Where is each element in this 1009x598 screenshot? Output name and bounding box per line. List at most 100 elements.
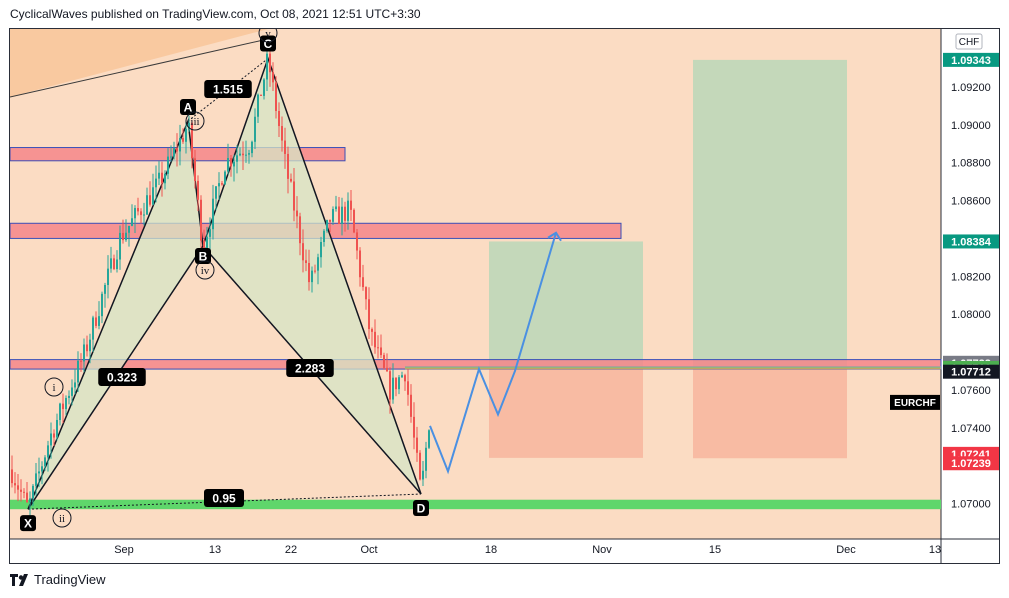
x-tick-label: Dec <box>836 544 856 556</box>
candle-body <box>254 116 256 142</box>
candle-body <box>287 153 289 179</box>
candle-body <box>167 156 169 174</box>
x-tick-label: 13 <box>929 544 941 556</box>
publish-info: CyclicalWaves published on TradingView.c… <box>10 7 421 21</box>
candle-body <box>131 218 133 226</box>
tradingview-branding[interactable]: TradingView <box>10 572 106 587</box>
candle-body <box>281 126 283 141</box>
pattern-point-D-label: D <box>417 502 426 516</box>
candle-body <box>17 485 19 490</box>
pattern-point-X-label: X <box>24 517 32 531</box>
y-tick-label: 1.08800 <box>951 158 991 170</box>
candle-body <box>101 293 103 317</box>
support-zone <box>10 499 941 510</box>
candle-body <box>140 211 142 215</box>
candle-body <box>53 433 55 438</box>
candle-body <box>404 375 406 382</box>
wave-label-circle <box>44 377 64 397</box>
candle-body <box>284 140 286 154</box>
candle-body <box>14 483 16 486</box>
candle-body <box>413 416 415 438</box>
candle-body <box>389 371 391 400</box>
candle-body <box>32 485 34 499</box>
candle-body <box>95 317 97 326</box>
candle-body <box>335 206 337 210</box>
ratio-label: 2.283 <box>295 362 325 376</box>
pattern-ac-line <box>187 58 269 122</box>
candle-body <box>338 206 340 224</box>
pattern-point-B-badge <box>195 247 211 264</box>
candle-body <box>233 161 235 167</box>
candle-body <box>143 214 145 216</box>
y-tick-label: 1.09000 <box>951 120 991 132</box>
price-label: 1.09343 <box>951 55 991 67</box>
candle-body <box>92 317 94 340</box>
candle-body <box>392 377 394 400</box>
wave-label: v <box>265 29 271 40</box>
price-label-badge <box>943 456 999 471</box>
pattern-point-X-badge <box>20 515 36 532</box>
long-position-2-target-zone <box>693 59 847 368</box>
candle-body <box>314 270 316 272</box>
x-tick-label: Oct <box>360 544 377 556</box>
price-chart[interactable]: XABCD0.3231.5152.2830.95iiiiiiivv1.09200… <box>10 29 999 563</box>
pattern-point-D-badge <box>413 500 429 517</box>
candle-body <box>212 198 214 230</box>
trend-line <box>10 38 269 98</box>
candle-body <box>35 473 37 486</box>
candle-body <box>356 232 358 251</box>
candle-body <box>224 171 226 185</box>
candle-body <box>104 285 106 294</box>
symbol-label: EURCHF <box>894 398 936 409</box>
candle-body <box>116 259 118 270</box>
candle-body <box>350 200 352 210</box>
y-tick-label: 1.07600 <box>951 385 991 397</box>
candle-body <box>245 154 247 156</box>
candle-body <box>365 287 367 300</box>
price-label-badge <box>943 364 999 379</box>
y-tick-label: 1.08600 <box>951 196 991 208</box>
y-tick-label: 1.08000 <box>951 309 991 321</box>
ratio-label: 0.95 <box>212 492 236 506</box>
candle-body <box>371 329 373 332</box>
candle-body <box>410 394 412 417</box>
candle-body <box>344 206 346 221</box>
tradingview-logo-icon <box>10 573 30 586</box>
candle-body <box>305 260 307 263</box>
candle-body <box>173 148 175 157</box>
price-label: 1.07239 <box>951 458 991 470</box>
x-tick-label: 18 <box>485 544 497 556</box>
trend-wedge <box>10 29 268 97</box>
candle-body <box>215 186 217 199</box>
candle-body <box>275 82 277 112</box>
wave-label-circle <box>195 260 215 280</box>
pattern-point-C-badge <box>260 35 276 52</box>
candle-body <box>65 397 67 410</box>
time-axis-background <box>10 539 999 563</box>
pattern-point-A-label: A <box>184 101 193 115</box>
candle-body <box>398 377 400 390</box>
candle-body <box>266 53 268 80</box>
x-tick-label: Nov <box>592 544 612 556</box>
candle-body <box>227 158 229 172</box>
candle-body <box>377 347 379 349</box>
pattern-point-C-label: C <box>264 37 273 51</box>
candle-body <box>263 79 265 96</box>
x-tick-label: Sep <box>114 544 134 556</box>
candle-body <box>62 403 64 410</box>
price-label: 1.08384 <box>951 236 992 248</box>
candle-body <box>362 277 364 288</box>
candle-body <box>146 195 148 215</box>
candle-body <box>206 236 208 249</box>
candle-body <box>332 209 334 222</box>
candle-body <box>251 141 253 154</box>
x-tick-label: 22 <box>285 544 297 556</box>
chart-panel[interactable]: X A B C D 0.323 1.515 2.283 0.95 i ii iii iv v 1.09200… <box>9 28 1000 564</box>
candle-body <box>359 250 361 278</box>
ratio-badge <box>204 80 252 98</box>
candle-body <box>290 178 292 182</box>
candle-body <box>170 156 172 158</box>
long-position-2-stop-zone <box>693 367 847 459</box>
tradingview-brand-text: TradingView <box>34 572 106 587</box>
candle-body <box>188 122 190 129</box>
